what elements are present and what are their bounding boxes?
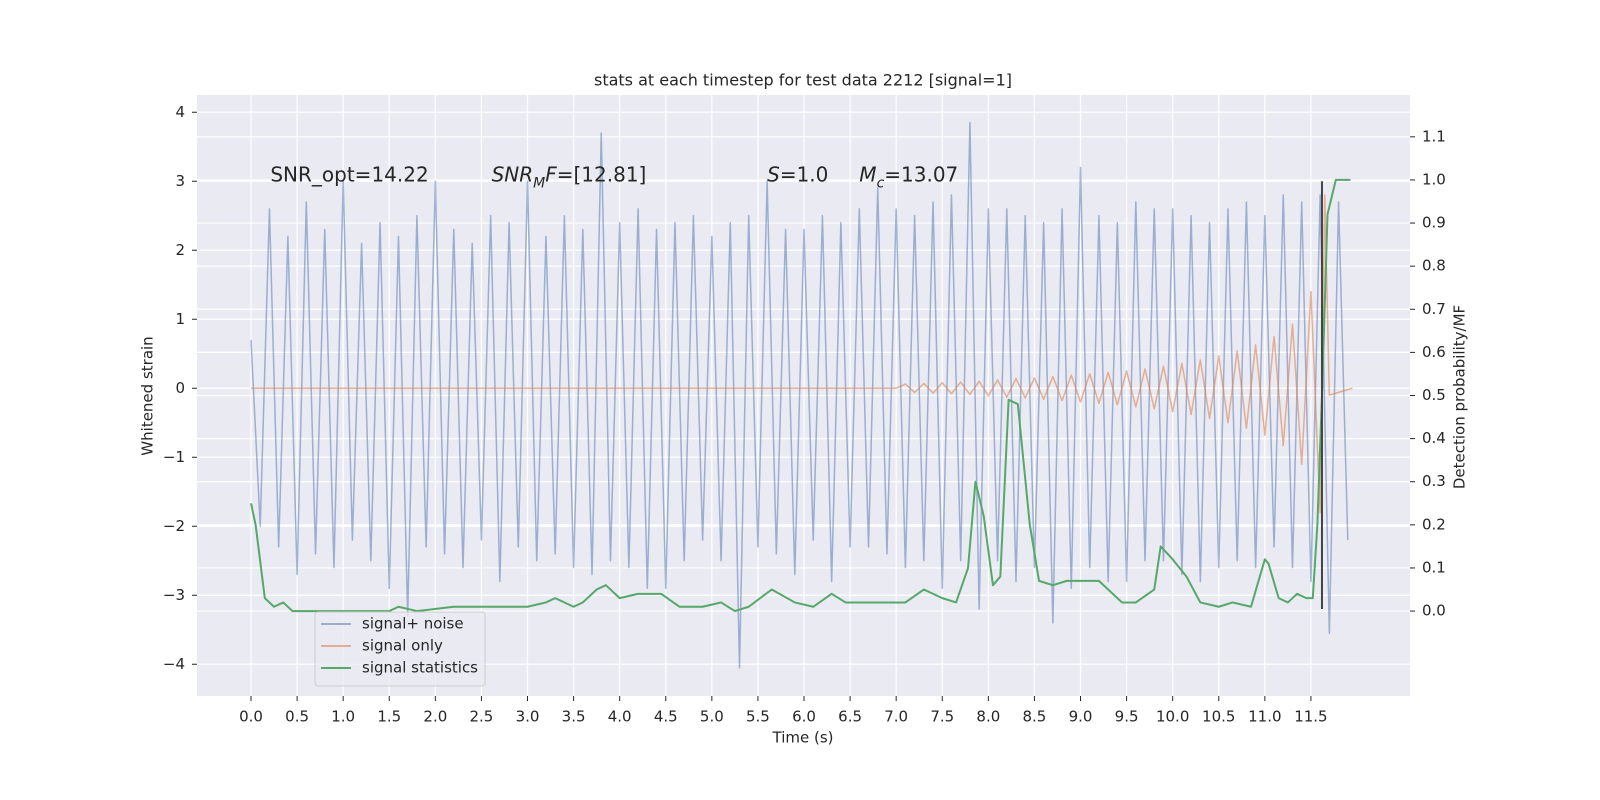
y2-tick-label: 0.0 — [1422, 602, 1446, 620]
y-tick-label: −4 — [163, 655, 185, 673]
y-axis-label: Whitened strain — [139, 336, 157, 455]
y2-tick-label: 0.3 — [1422, 472, 1446, 490]
y2-tick-label: 0.9 — [1422, 214, 1446, 232]
legend: signal+ noise signal only signal statistic… — [314, 611, 486, 687]
y2-tick-label: 0.5 — [1422, 386, 1446, 404]
annotation: SNRMF=[12.81] — [492, 162, 647, 191]
legend-label: signal+ noise — [362, 615, 464, 633]
x-tick-label: 5.5 — [746, 708, 770, 726]
legend-label: signal statistics — [362, 659, 478, 677]
x-tick-label: 9.0 — [1069, 708, 1093, 726]
annotation-part: M — [859, 162, 876, 186]
y-tick-label: −3 — [163, 586, 185, 604]
y2-tick-label: 0.8 — [1422, 257, 1446, 275]
y-tick-label: −2 — [163, 517, 185, 535]
x-tick-label: 7.0 — [884, 708, 908, 726]
series-line — [250, 178, 1351, 613]
x-tick-label: 2.5 — [469, 708, 493, 726]
x-tick-label: 3.0 — [516, 708, 540, 726]
x-tick-label: 6.0 — [792, 708, 816, 726]
x-tick-label: 1.5 — [377, 708, 401, 726]
x-tick-label: 8.0 — [976, 708, 1000, 726]
x-tick-label: 10.0 — [1156, 708, 1189, 726]
annotation-part: =[12.81] — [557, 162, 647, 186]
x-tick-label: 0.0 — [239, 708, 263, 726]
x-tick-label: 5.0 — [700, 708, 724, 726]
annotation-part: M — [533, 175, 545, 191]
annotation-part: S — [767, 162, 780, 186]
y-tick-label: 0 — [175, 379, 185, 397]
x-axis-label: Time (s) — [772, 729, 834, 747]
annotation-part: =13.07 — [884, 162, 958, 186]
y-tick-label: −1 — [163, 448, 185, 466]
y2-tick-label: 0.2 — [1422, 515, 1446, 533]
x-tick-label: 9.5 — [1115, 708, 1139, 726]
y2-tick-label: 0.4 — [1422, 429, 1446, 447]
annotation-part: c — [877, 175, 885, 191]
y2-axis-label: Detection probability/MF — [1451, 305, 1469, 489]
x-tick-label: 2.0 — [423, 708, 447, 726]
x-tick-label: 0.5 — [285, 708, 309, 726]
annotation: SNR_opt=14.22 — [270, 162, 428, 186]
annotation-part: SNR_opt=14.22 — [270, 162, 428, 186]
series-line — [251, 194, 1353, 514]
annotation-part: =1.0 — [780, 162, 829, 186]
x-tick-label: 7.5 — [930, 708, 954, 726]
x-tick-label: 4.5 — [654, 708, 678, 726]
legend-box — [314, 611, 486, 687]
annotation-part: F — [545, 162, 557, 186]
ticks: 0.0 0.5 1.0 1.5 2.0 2.5 3.0 3.5 4.0 4.5 5.0 5.5 6.0 6… — [163, 103, 1446, 726]
y2-tick-label: 0.7 — [1422, 300, 1446, 318]
y-tick-label: 4 — [175, 103, 185, 121]
annotation: Mc=13.07 — [859, 162, 958, 191]
annotation-part: SNR — [492, 162, 534, 186]
legend-label: signal only — [362, 637, 443, 655]
annotation: S=1.0 — [767, 162, 828, 186]
y2-tick-label: 1.1 — [1422, 127, 1446, 145]
y-tick-label: 1 — [175, 310, 185, 328]
marks — [250, 121, 1353, 669]
y2-tick-label: 0.6 — [1422, 343, 1446, 361]
x-tick-label: 4.0 — [608, 708, 632, 726]
x-tick-label: 10.5 — [1202, 708, 1235, 726]
y2-tick-label: 1.0 — [1422, 170, 1446, 188]
y-tick-label: 3 — [175, 172, 185, 190]
series-line — [250, 121, 1349, 669]
x-tick-label: 11.0 — [1248, 708, 1281, 726]
x-tick-label: 3.5 — [562, 708, 586, 726]
x-tick-label: 1.0 — [331, 708, 355, 726]
x-tick-label: 6.5 — [838, 708, 862, 726]
y-tick-label: 2 — [175, 241, 185, 259]
x-tick-label: 11.5 — [1294, 708, 1327, 726]
chart-title: stats at each timestep for test data 221… — [594, 71, 1012, 90]
y2-tick-label: 0.1 — [1422, 558, 1446, 576]
x-tick-label: 8.5 — [1022, 708, 1046, 726]
